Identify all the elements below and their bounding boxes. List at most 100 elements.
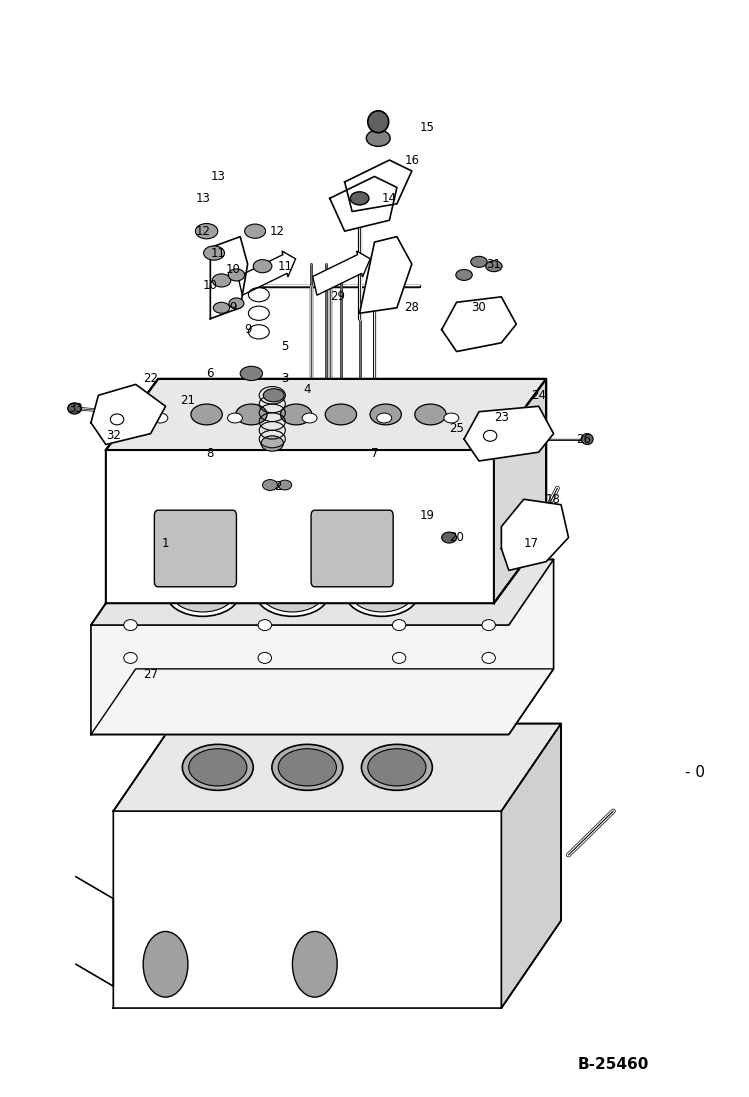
- Ellipse shape: [68, 403, 81, 414]
- FancyArrow shape: [238, 251, 296, 295]
- Text: 19: 19: [419, 509, 434, 522]
- Ellipse shape: [153, 414, 168, 423]
- Polygon shape: [494, 378, 546, 603]
- Ellipse shape: [272, 745, 343, 790]
- Ellipse shape: [362, 745, 432, 790]
- Ellipse shape: [483, 430, 497, 441]
- Polygon shape: [501, 499, 568, 570]
- Ellipse shape: [258, 653, 272, 664]
- Ellipse shape: [496, 414, 511, 423]
- Polygon shape: [345, 160, 412, 212]
- Polygon shape: [210, 237, 248, 319]
- Ellipse shape: [415, 404, 446, 425]
- Text: 33: 33: [69, 402, 83, 415]
- Ellipse shape: [143, 931, 188, 997]
- Ellipse shape: [261, 436, 283, 451]
- Ellipse shape: [191, 404, 222, 425]
- Ellipse shape: [377, 414, 392, 423]
- Polygon shape: [76, 877, 113, 986]
- Text: 14: 14: [382, 192, 397, 205]
- Ellipse shape: [366, 129, 390, 146]
- Text: 8: 8: [207, 446, 214, 460]
- Text: 32: 32: [106, 429, 121, 442]
- Ellipse shape: [368, 111, 389, 133]
- Ellipse shape: [213, 303, 230, 314]
- Text: 7: 7: [371, 446, 378, 460]
- Text: 9: 9: [244, 324, 252, 336]
- Text: 21: 21: [181, 394, 195, 407]
- Ellipse shape: [280, 404, 312, 425]
- Ellipse shape: [482, 620, 495, 631]
- Ellipse shape: [581, 433, 593, 444]
- Ellipse shape: [302, 414, 317, 423]
- Ellipse shape: [442, 532, 457, 543]
- Ellipse shape: [229, 298, 244, 309]
- Ellipse shape: [392, 620, 406, 631]
- Ellipse shape: [278, 480, 291, 490]
- Text: - 0: - 0: [685, 766, 706, 780]
- Polygon shape: [91, 559, 554, 625]
- Text: 23: 23: [494, 410, 509, 423]
- Ellipse shape: [204, 246, 225, 260]
- Text: 31: 31: [486, 258, 501, 271]
- Text: 5: 5: [282, 340, 288, 352]
- Ellipse shape: [370, 404, 401, 425]
- Polygon shape: [91, 669, 554, 735]
- Text: 10: 10: [225, 263, 240, 276]
- Ellipse shape: [261, 573, 324, 612]
- Text: 29: 29: [330, 291, 345, 304]
- Text: 18: 18: [546, 493, 561, 506]
- Ellipse shape: [444, 414, 459, 423]
- Ellipse shape: [264, 388, 284, 402]
- Text: 11: 11: [210, 247, 225, 260]
- Ellipse shape: [110, 414, 124, 425]
- Ellipse shape: [456, 270, 473, 281]
- Ellipse shape: [351, 192, 369, 205]
- Text: 10: 10: [203, 280, 218, 293]
- Ellipse shape: [263, 479, 277, 490]
- FancyBboxPatch shape: [154, 510, 237, 587]
- Polygon shape: [113, 724, 561, 811]
- Polygon shape: [501, 724, 561, 1008]
- Ellipse shape: [124, 620, 137, 631]
- Text: 30: 30: [472, 302, 486, 314]
- Text: 16: 16: [404, 154, 419, 167]
- Text: 6: 6: [207, 366, 214, 380]
- Text: 26: 26: [576, 432, 591, 445]
- Ellipse shape: [255, 568, 330, 617]
- Ellipse shape: [392, 653, 406, 664]
- Text: 12: 12: [195, 225, 210, 238]
- Ellipse shape: [212, 274, 231, 287]
- Text: 17: 17: [524, 536, 539, 550]
- Polygon shape: [106, 378, 546, 450]
- Polygon shape: [91, 384, 166, 444]
- Polygon shape: [360, 237, 412, 314]
- Text: 12: 12: [270, 225, 285, 238]
- Polygon shape: [442, 297, 516, 351]
- Ellipse shape: [482, 653, 495, 664]
- Text: 25: 25: [449, 421, 464, 434]
- Text: 24: 24: [531, 388, 546, 402]
- Ellipse shape: [236, 404, 267, 425]
- Ellipse shape: [228, 414, 243, 423]
- Polygon shape: [464, 406, 554, 461]
- Ellipse shape: [172, 573, 234, 612]
- Polygon shape: [330, 177, 397, 231]
- Ellipse shape: [182, 745, 253, 790]
- Ellipse shape: [228, 269, 245, 281]
- Ellipse shape: [292, 931, 337, 997]
- Text: 1: 1: [162, 536, 169, 550]
- Ellipse shape: [325, 404, 357, 425]
- Text: B-25460: B-25460: [577, 1058, 649, 1073]
- Ellipse shape: [368, 749, 426, 785]
- Text: 22: 22: [143, 372, 158, 385]
- Polygon shape: [113, 724, 561, 1008]
- Ellipse shape: [195, 224, 218, 239]
- Text: 2: 2: [273, 479, 281, 493]
- Ellipse shape: [166, 568, 240, 617]
- Ellipse shape: [471, 257, 487, 268]
- Ellipse shape: [345, 568, 419, 617]
- Text: 13: 13: [195, 192, 210, 205]
- Polygon shape: [106, 378, 546, 603]
- Polygon shape: [91, 559, 554, 735]
